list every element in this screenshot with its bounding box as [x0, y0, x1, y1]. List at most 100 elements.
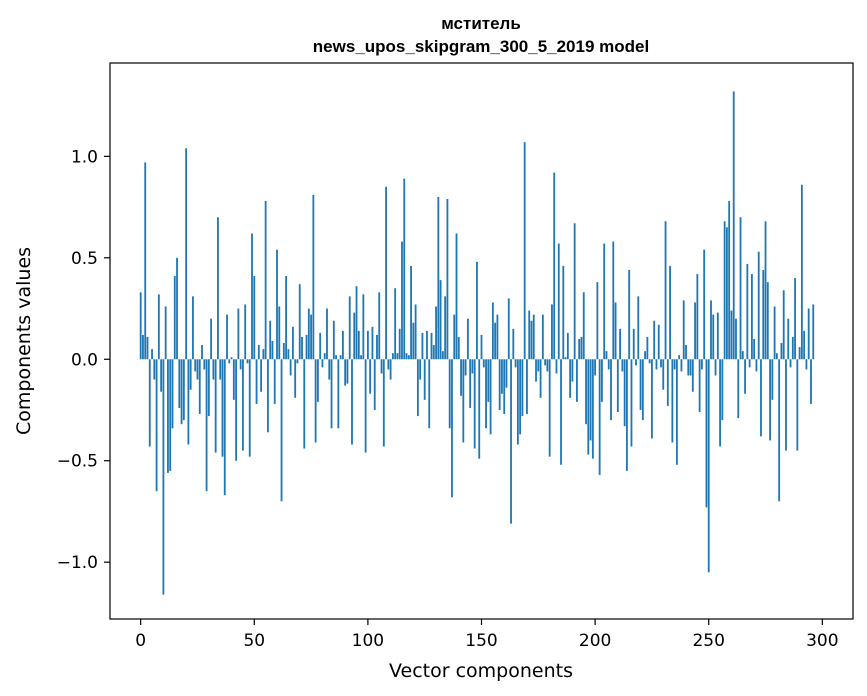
- bar: [573, 223, 576, 360]
- bar: [548, 359, 551, 457]
- bar: [453, 314, 456, 360]
- bar: [162, 359, 165, 595]
- bar: [182, 359, 185, 421]
- bar: [201, 345, 203, 360]
- bar: [232, 359, 235, 400]
- bar: [685, 345, 687, 360]
- bar: [812, 304, 815, 360]
- bar: [407, 355, 410, 360]
- bar: [775, 353, 778, 360]
- bar: [478, 359, 481, 459]
- bar: [698, 359, 701, 413]
- bar: [653, 320, 656, 360]
- bar: [555, 359, 558, 374]
- bar: [501, 359, 503, 394]
- bar: [507, 298, 510, 360]
- bar: [385, 186, 387, 360]
- bar: [167, 359, 169, 473]
- bar: [782, 290, 785, 360]
- bar: [253, 276, 256, 360]
- bar: [223, 359, 226, 496]
- bar: [601, 359, 603, 402]
- bar: [485, 359, 487, 429]
- bar: [537, 359, 540, 372]
- bar: [271, 341, 274, 360]
- bar: [439, 280, 442, 360]
- bar: [505, 359, 508, 388]
- bar: [194, 359, 197, 372]
- bar: [398, 328, 401, 360]
- bar: [562, 265, 565, 360]
- bar: [532, 314, 535, 360]
- bar: [582, 292, 585, 360]
- bar: [357, 330, 360, 360]
- bar: [362, 294, 365, 360]
- bar: [219, 359, 222, 380]
- bar: [323, 353, 326, 360]
- bar: [800, 184, 803, 360]
- bar: [312, 194, 315, 360]
- bar: [344, 359, 347, 386]
- bar: [239, 359, 242, 370]
- bar: [603, 243, 606, 360]
- bar: [612, 241, 615, 360]
- bar: [469, 359, 472, 408]
- bar: [748, 359, 751, 368]
- bar: [735, 318, 737, 360]
- bar: [189, 359, 192, 390]
- bar: [703, 249, 706, 360]
- bar: [164, 306, 167, 360]
- bar: [491, 302, 494, 360]
- bar: [339, 355, 342, 360]
- bar: [373, 359, 376, 410]
- bar: [380, 359, 383, 374]
- bar: [412, 322, 415, 360]
- bar: [791, 336, 794, 360]
- bar: [564, 357, 567, 360]
- bar: [730, 310, 733, 360]
- bar: [794, 278, 796, 360]
- bar: [673, 359, 676, 370]
- bar: [394, 288, 397, 360]
- bar: [628, 269, 631, 360]
- bar: [619, 328, 622, 360]
- bar: [337, 359, 340, 429]
- bar: [248, 359, 251, 457]
- bar: [416, 359, 419, 417]
- bar: [614, 302, 617, 360]
- bar: [332, 320, 335, 360]
- bar: [691, 359, 694, 392]
- bar: [285, 276, 287, 360]
- y-tick-label: 0.0: [71, 350, 98, 370]
- bar: [739, 217, 742, 360]
- y-tick-label: −0.5: [57, 452, 98, 472]
- bar: [278, 306, 281, 360]
- bar: [273, 359, 276, 404]
- bar: [712, 314, 715, 360]
- bar: [660, 359, 662, 368]
- y-axis-ticks: −1.0 −0.5 0.0 0.5 1.0: [57, 147, 110, 573]
- bar: [578, 338, 581, 360]
- bar: [755, 359, 758, 372]
- bar: [296, 359, 299, 364]
- bar: [757, 251, 760, 360]
- bar: [594, 359, 597, 376]
- bar: [389, 359, 392, 380]
- bar: [778, 359, 781, 502]
- bar: [710, 300, 712, 360]
- bar: [391, 353, 394, 360]
- bar: [646, 336, 649, 360]
- bar: [605, 351, 608, 360]
- x-tick-label: 250: [692, 631, 724, 651]
- bar: [207, 359, 210, 417]
- bar: [144, 162, 147, 360]
- bar: [560, 359, 562, 465]
- bar: [780, 343, 783, 360]
- bar: [657, 324, 660, 360]
- x-tick-label: 0: [135, 631, 146, 651]
- bar: [725, 227, 728, 360]
- bar: [512, 328, 515, 360]
- bar: [251, 233, 253, 360]
- bar: [364, 359, 367, 453]
